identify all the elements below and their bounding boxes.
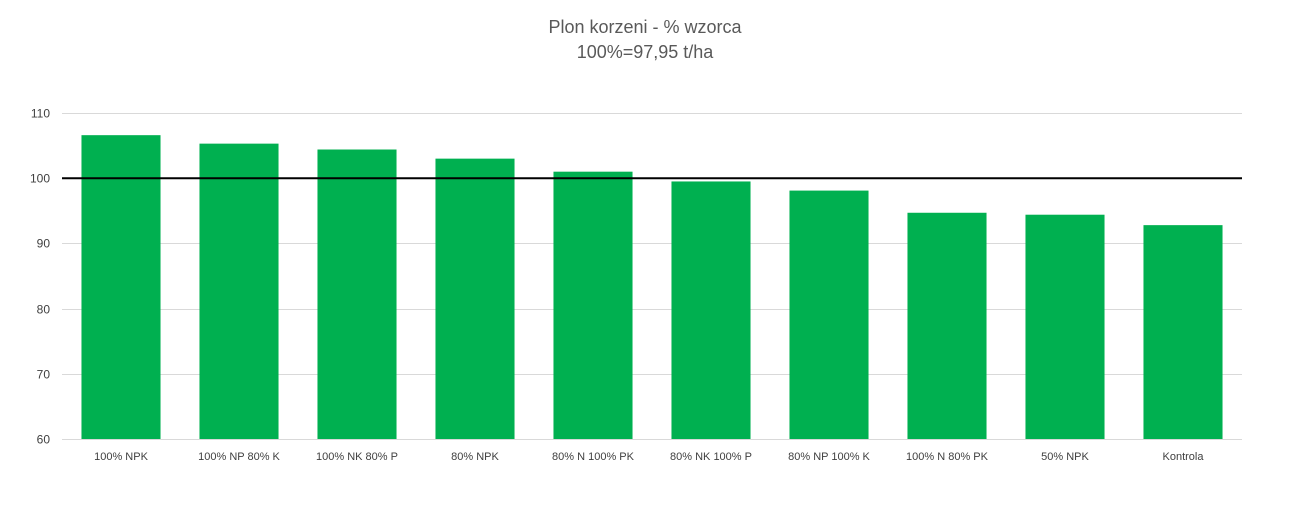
y-tick-label: 80 [37, 303, 51, 317]
chart-subtitle: 100%=97,95 t/ha [576, 42, 714, 62]
x-tick-label: 80% N 100% PK [552, 451, 635, 463]
x-tick-label: 50% NPK [1041, 451, 1089, 463]
x-tick-label: 100% NP 80% K [198, 451, 280, 463]
bars [81, 135, 1223, 440]
bar [199, 143, 279, 439]
x-tick-label: 100% NPK [94, 451, 148, 463]
bar [317, 149, 397, 439]
x-tick-label: 80% NP 100% K [788, 451, 870, 463]
x-tick-label: 80% NPK [451, 451, 499, 463]
y-tick-label: 60 [37, 433, 51, 447]
bar [1025, 214, 1105, 439]
x-tick-label: 80% NK 100% P [670, 451, 752, 463]
y-tick-label: 90 [37, 237, 51, 251]
y-tick-label: 110 [31, 107, 50, 121]
bar [435, 158, 515, 439]
bar [671, 181, 751, 439]
x-tick-label: 100% NK 80% P [316, 451, 398, 463]
y-tick-label: 100 [30, 172, 50, 186]
bar [789, 190, 869, 439]
bar [553, 171, 633, 439]
x-axis-ticks: 100% NPK 100% NP 80% K 100% NK 80% P 80% NP… [94, 451, 1204, 463]
bar [81, 135, 161, 440]
x-tick-label: 100% N 80% PK [906, 451, 989, 463]
y-tick-label: 70 [37, 368, 51, 382]
y-axis-ticks: 60 70 80 90 100 110 [30, 107, 50, 447]
bar [1143, 225, 1223, 439]
bar [907, 212, 987, 439]
chart-title: Plon korzeni - % wzorca [548, 17, 742, 37]
x-tick-label: Kontrola [1163, 451, 1205, 463]
